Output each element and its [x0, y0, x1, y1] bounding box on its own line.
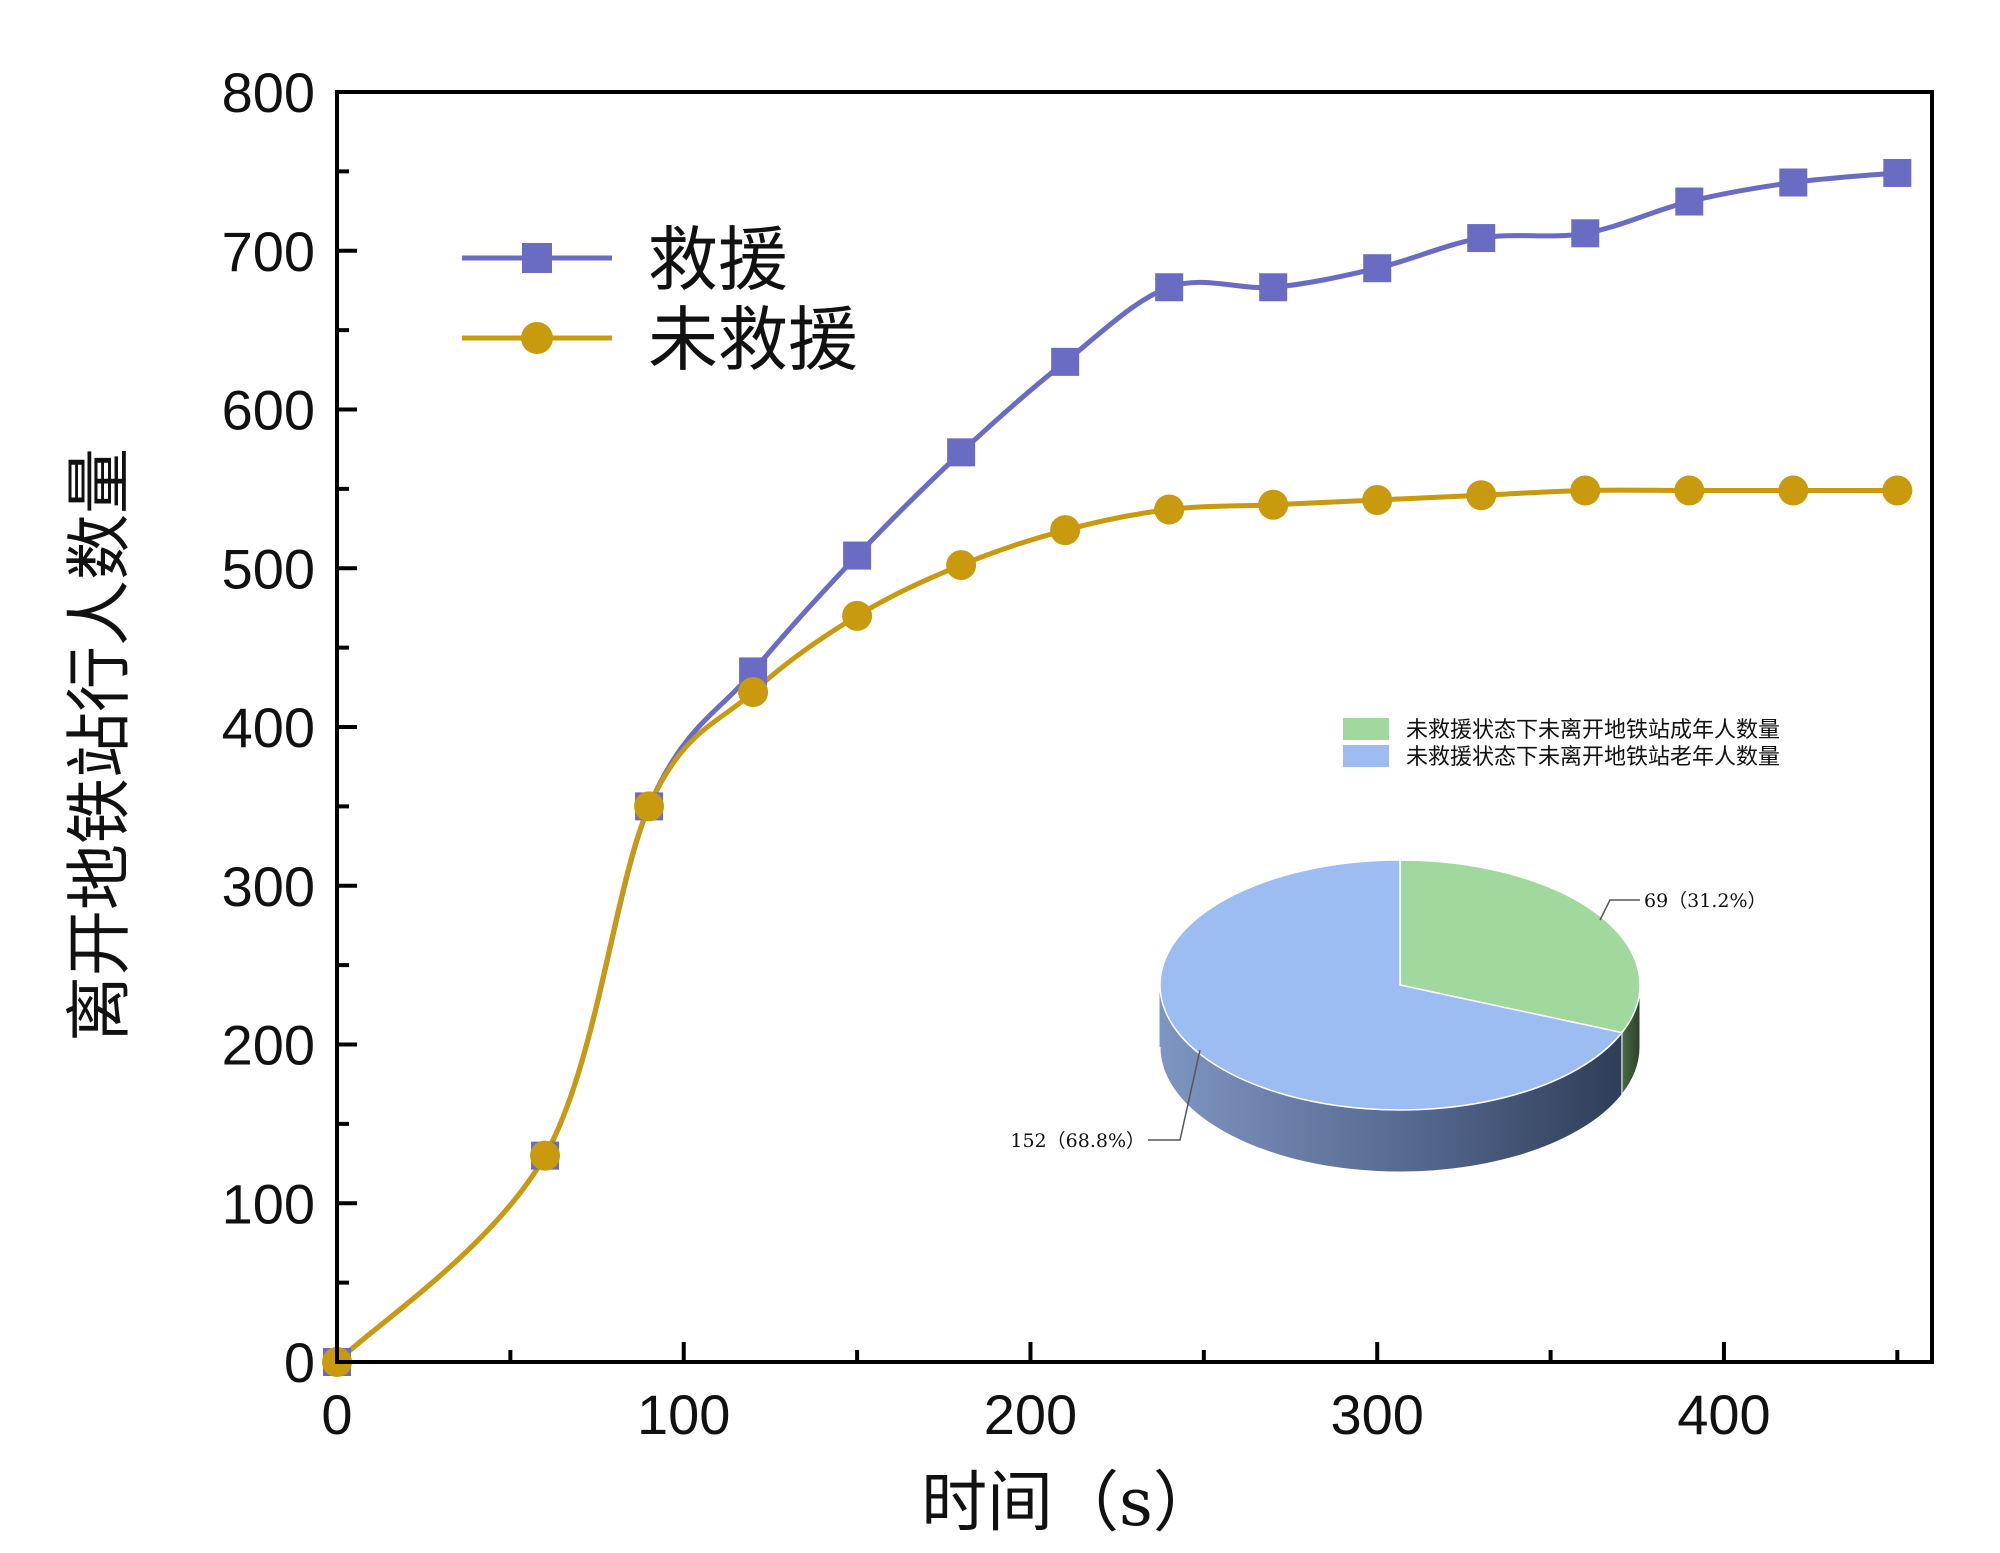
data-point-rescue [947, 438, 976, 467]
pie-legend-swatch-adult [1343, 718, 1389, 740]
data-point-no-rescue [530, 1140, 561, 1171]
x-tick-label: 200 [984, 1383, 1077, 1446]
data-point-rescue [843, 541, 872, 570]
x-tick-label: 300 [1330, 1383, 1423, 1446]
legend-label-no-rescue: 未救援 [648, 299, 858, 381]
x-tick-label: 400 [1677, 1383, 1770, 1446]
y-tick-label: 300 [222, 855, 315, 918]
pie-data-label-adult: 69（31.2%） [1644, 890, 1767, 912]
y-tick-label: 800 [222, 61, 315, 124]
line-chart: 0 100 200 300 400 0100200300400500600700800 … [61, 61, 1934, 1541]
pie-data-labels: 69（31.2%） 152（68.8%） [1010, 890, 1766, 1152]
legend-item-rescue: 救援 [462, 219, 788, 301]
y-tick-labels: 0 100 200 300 400 500 600 700 800 [222, 61, 315, 1394]
pie-leader-elderly [1148, 1049, 1201, 1141]
pie-legend-label-adult: 未救援状态下未离开地铁站成年人数量 [1406, 718, 1780, 743]
legend-marker-no-rescue [521, 322, 553, 354]
data-point-no-rescue [738, 677, 769, 708]
data-point-no-rescue [946, 550, 977, 581]
pie-slice-adult [1399, 859, 1641, 1034]
line-legend: 救援 未救援 [462, 219, 858, 381]
x-axis-label: 时间（s） [921, 1464, 1219, 1541]
y-tick-label: 200 [222, 1014, 315, 1077]
pie-slice-elderly [1159, 859, 1624, 1111]
data-point-rescue [1155, 273, 1184, 302]
y-tick-label: 400 [222, 696, 315, 759]
pie-leader-adult [1599, 899, 1640, 921]
x-tick-labels: 0 100 200 300 400 [321, 1383, 1770, 1446]
pie-legend-label-elderly: 未救援状态下未离开地铁站老年人数量 [1406, 745, 1780, 770]
y-axis-label: 离开地铁站行人数量 [61, 448, 138, 1042]
data-point-rescue [1259, 273, 1288, 302]
data-point-rescue [1363, 254, 1392, 283]
data-point-no-rescue [1154, 494, 1185, 525]
pie-legend: 未救援状态下未离开地铁站成年人数量 未救援状态下未离开地铁站老年人数量 [1343, 718, 1780, 770]
y-tick-label: 0 [284, 1331, 315, 1394]
pie-chart: 未救援状态下未离开地铁站成年人数量 未救援状态下未离开地铁站老年人数量 69（3… [1010, 718, 1780, 1173]
series-line-no-rescue [335, 487, 1898, 1364]
data-point-no-rescue [1362, 484, 1393, 515]
data-point-rescue [1467, 224, 1496, 253]
data-point-rescue [1675, 187, 1704, 216]
data-point-no-rescue [1466, 480, 1497, 511]
plot-frame [335, 90, 1934, 1364]
series-layer [322, 158, 1913, 1377]
data-point-rescue [1051, 347, 1080, 376]
data-point-no-rescue [1570, 475, 1601, 506]
data-point-rescue [1779, 168, 1808, 197]
y-tick-label: 500 [222, 537, 315, 600]
data-point-no-rescue [842, 600, 873, 631]
legend-label-rescue: 救援 [648, 219, 788, 301]
y-tick-label: 700 [222, 220, 315, 283]
data-point-no-rescue [1674, 475, 1705, 506]
x-tick-label: 0 [321, 1383, 352, 1446]
data-point-rescue [1883, 158, 1912, 187]
pie-data-label-elderly: 152（68.8%） [1010, 1130, 1145, 1152]
data-point-no-rescue [1050, 515, 1081, 546]
data-point-no-rescue [1258, 489, 1289, 520]
x-tick-label: 100 [637, 1383, 730, 1446]
legend-marker-rescue [522, 243, 552, 273]
y-tick-label: 100 [222, 1172, 315, 1235]
data-point-no-rescue [1882, 475, 1913, 506]
pie-legend-swatch-elderly [1343, 745, 1389, 767]
data-point-rescue [1571, 219, 1600, 248]
legend-item-no-rescue: 未救援 [462, 299, 858, 381]
y-tick-label: 600 [222, 379, 315, 442]
data-point-no-rescue [1778, 475, 1809, 506]
data-point-no-rescue [634, 791, 665, 822]
pie-layer [1159, 859, 1641, 1173]
